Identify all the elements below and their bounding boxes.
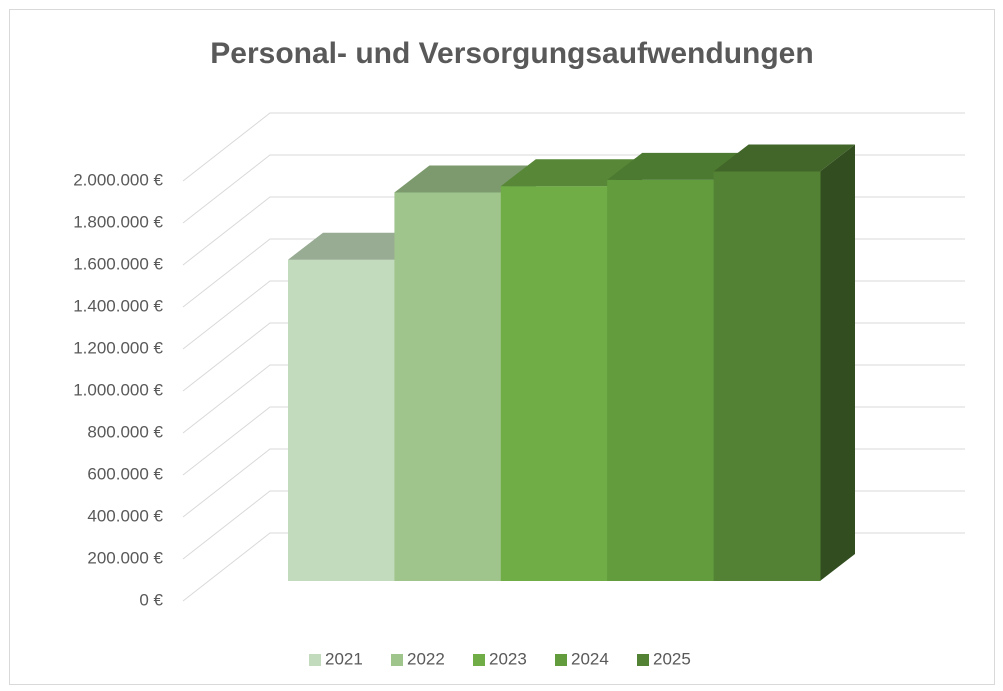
y-tick-label: 600.000 €: [87, 464, 163, 483]
legend-swatch: [309, 654, 321, 666]
bar-top: [394, 165, 536, 193]
bar-side: [820, 144, 855, 581]
legend-label: 2025: [653, 649, 691, 668]
y-tick-label: 1.200.000 €: [73, 338, 163, 357]
y-tick-label: 2.000.000 €: [73, 170, 163, 189]
y-tick-label: 1.400.000 €: [73, 296, 163, 315]
legend-swatch: [637, 654, 649, 666]
bar: [607, 179, 715, 581]
bar-top: [713, 144, 855, 172]
bar-top: [288, 232, 430, 260]
y-tick-label: 400.000 €: [87, 506, 163, 525]
bar: [713, 171, 821, 581]
y-tick-label: 1.800.000 €: [73, 212, 163, 231]
bar: [288, 259, 395, 581]
y-tick-label: 0 €: [139, 590, 163, 609]
legend-label: 2022: [407, 649, 445, 668]
legend-label: 2023: [489, 649, 527, 668]
y-tick-label: 1.000.000 €: [73, 380, 163, 399]
legend-swatch: [473, 654, 485, 666]
y-tick-label: 200.000 €: [87, 548, 163, 567]
bar: [394, 192, 502, 581]
legend-label: 2021: [325, 649, 363, 668]
grid-line: [182, 112, 965, 182]
bar: [500, 186, 608, 581]
legend-label: 2024: [571, 649, 609, 668]
bar-top: [607, 152, 749, 180]
legend-swatch: [391, 654, 403, 666]
y-tick-label: 1.600.000 €: [73, 254, 163, 273]
chart-title: Personal- und Versorgungsaufwendungen: [210, 37, 813, 70]
legend-swatch: [555, 654, 567, 666]
y-tick-label: 800.000 €: [87, 422, 163, 441]
bar-top: [500, 159, 643, 187]
